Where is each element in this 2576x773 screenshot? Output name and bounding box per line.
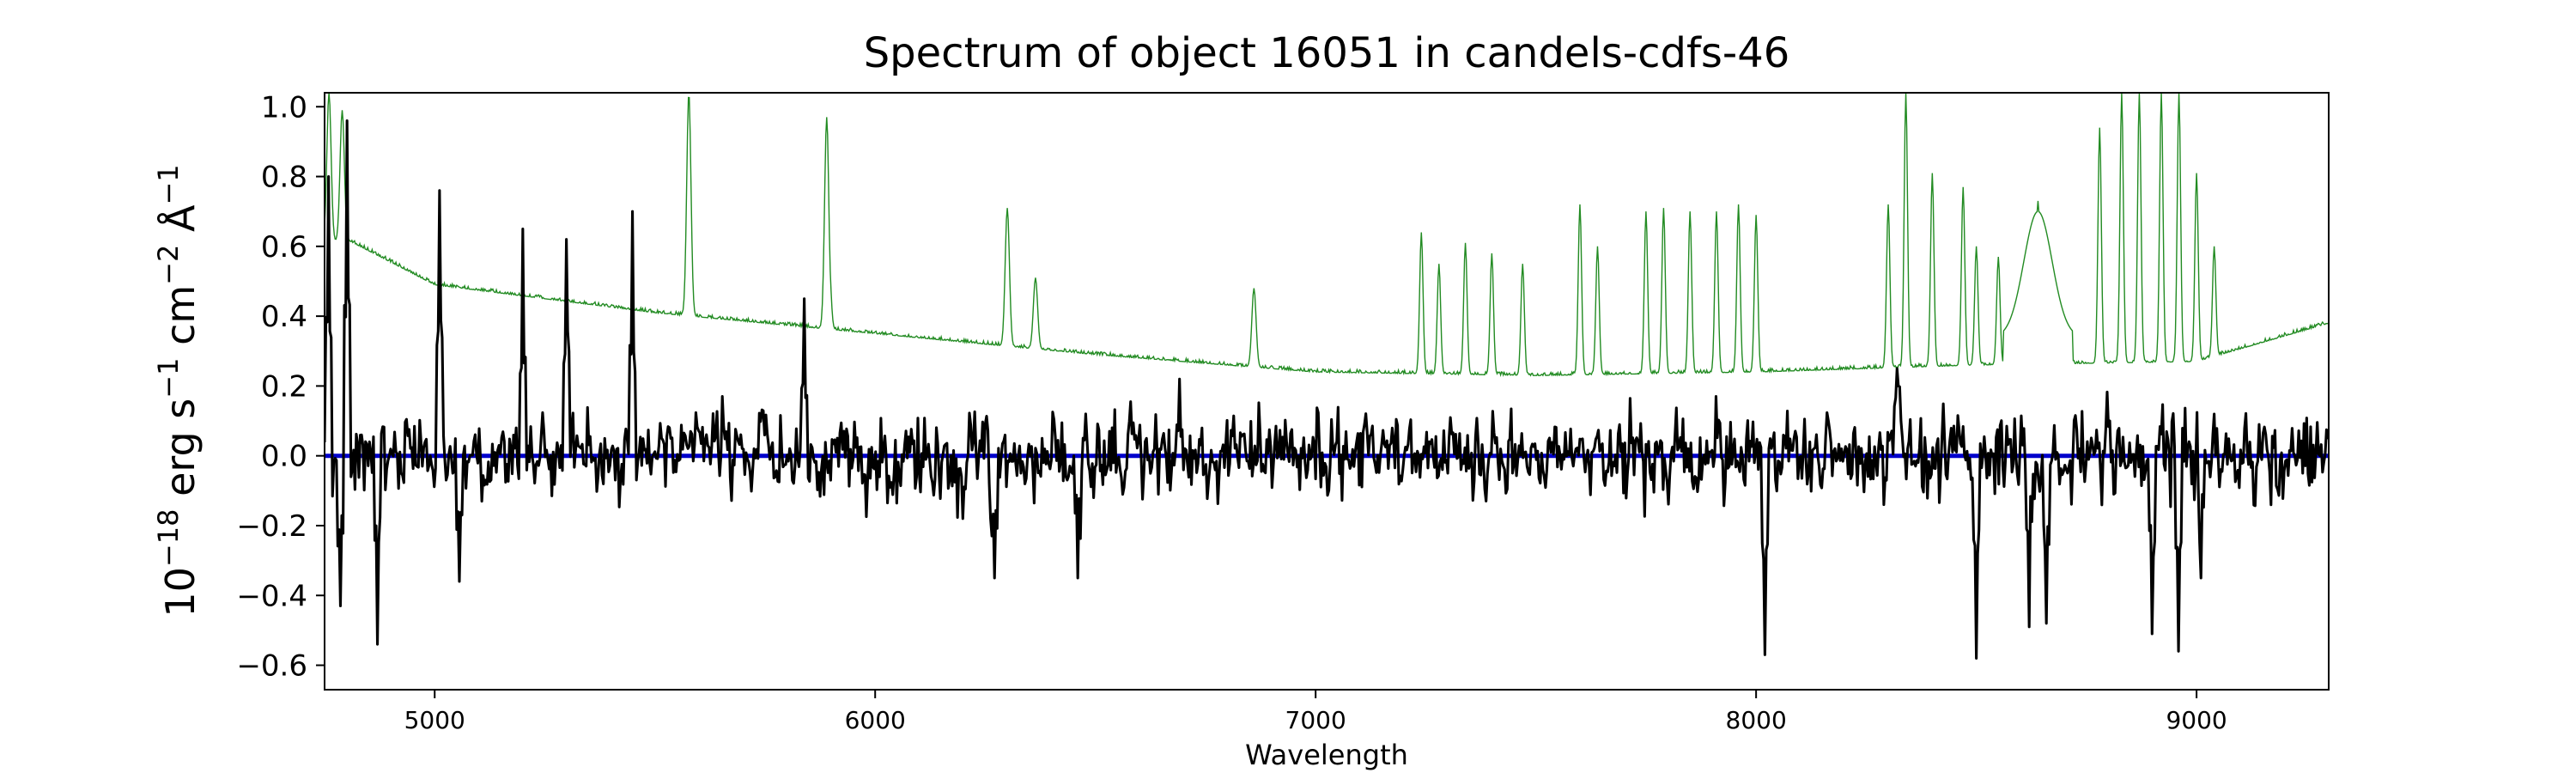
chart-title: Spectrum of object 16051 in candels-cdfs… [864,29,1790,77]
y-tick-label-0-4: 0.4 [261,300,307,334]
y-axis-label-unit-3: Å [157,204,204,245]
plot-frame [324,92,2330,691]
y-axis-label-unit-1: erg s [157,399,204,509]
x-tick-label-6000: 6000 [845,706,906,734]
y-tick-label-0-2: 0.2 [261,369,307,404]
y-tick-label-0-6: 0.6 [261,230,307,265]
x-axis-label: Wavelength [1245,739,1408,771]
object-flux-series [325,119,2329,660]
y-axis-label-unit-2: cm [157,285,204,358]
y-tick-label-minus-0-6: −0.6 [236,649,307,684]
x-tick-label-7000: 7000 [1285,706,1346,734]
x-axis-ticks: 5000 6000 7000 8000 9000 [404,690,2227,734]
y-axis-label-exponent-4: −1 [152,164,185,204]
y-axis-label: 10−18 erg s−1 cm−2 Å−1 [152,164,204,617]
y-tick-label-minus-0-4: −0.4 [236,579,307,613]
y-tick-label-1: 1.0 [261,90,307,125]
y-axis-label-exponent-3: −2 [152,245,185,285]
y-axis-label-exponent: −18 [152,509,185,568]
x-tick-label-5000: 5000 [404,706,465,734]
x-tick-label-8000: 8000 [1726,706,1787,734]
y-tick-label-minus-0-2: −0.2 [236,509,307,544]
plot-lines [325,93,2329,660]
sky-spectrum-series [325,93,2329,377]
x-tick-label-9000: 9000 [2166,706,2227,734]
y-axis-ticks: −0.6 −0.4 −0.2 0.0 0.2 0.4 0.6 0.8 1.0 [236,90,325,684]
y-axis-label-exponent-2: −1 [152,358,185,399]
y-tick-label-0: 0.0 [261,440,307,474]
y-axis-label-base: 10 [157,567,204,618]
y-tick-label-0-8: 0.8 [261,161,307,195]
